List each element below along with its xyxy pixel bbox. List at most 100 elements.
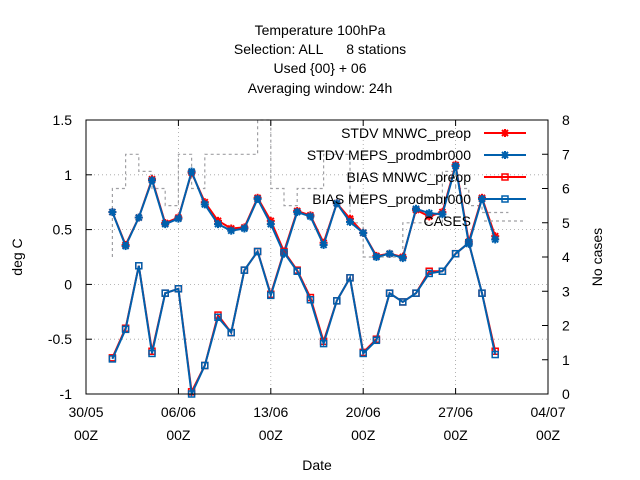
title-line-4: Averaging window: 24h: [248, 80, 393, 96]
data-point: [465, 239, 473, 247]
data-point: [214, 313, 222, 322]
chart-title: Temperature 100hPa Selection: ALL 8 stat…: [234, 22, 406, 96]
data-point: [227, 226, 236, 235]
data-point: [398, 254, 407, 263]
grid: [86, 120, 548, 394]
data-point: [108, 208, 117, 217]
data-point: [491, 235, 500, 244]
series-lines: [108, 119, 509, 398]
y-tick-label: 1: [64, 167, 72, 183]
series-cases: [111, 119, 509, 258]
y2-tick-label: 7: [562, 146, 570, 162]
data-point: [200, 200, 209, 209]
data-point: [148, 176, 156, 185]
data-point: [280, 248, 288, 257]
data-point: [359, 349, 367, 358]
data-point: [438, 267, 447, 275]
legend-marker: [501, 151, 509, 159]
title-line-1: Temperature 100hPa: [255, 22, 386, 38]
data-point: [425, 209, 434, 218]
y2-tick-label: 6: [562, 181, 570, 197]
x-tick-label: 20/06: [346, 404, 381, 420]
x-tick-label: 27/06: [438, 404, 473, 420]
data-point: [240, 266, 249, 274]
data-point: [134, 213, 143, 222]
legend-label: BIAS MEPS_prodmbr000: [312, 191, 471, 207]
data-point: [174, 214, 183, 223]
legend-marker: [501, 173, 509, 181]
data-point: [121, 242, 130, 251]
x-tick-label: 30/05: [68, 404, 103, 420]
data-point: [332, 199, 341, 208]
x-tick-label: 13/06: [253, 404, 288, 420]
data-point: [161, 220, 170, 229]
data-point: [306, 212, 315, 221]
legend-label: BIAS MNWC_preop: [347, 169, 472, 185]
series-line: [111, 241, 497, 398]
data-point: [333, 297, 341, 305]
data-point: [451, 162, 460, 171]
x-tick-label: 06/06: [161, 404, 196, 420]
data-point: [293, 267, 301, 275]
data-point: [385, 289, 394, 297]
legend-label: STDV MNWC_preop: [341, 125, 471, 141]
y2-tick-label: 3: [562, 283, 570, 299]
data-point: [359, 228, 368, 237]
data-point: [266, 220, 275, 229]
data-point: [412, 204, 420, 213]
data-point: [372, 253, 381, 261]
x-tick-label: 00Z: [536, 427, 561, 443]
y2-tick-label: 5: [562, 215, 570, 231]
data-point: [478, 194, 486, 203]
y-tick-label: -1: [60, 386, 73, 402]
x-tick-label: 04/07: [530, 404, 565, 420]
data-point: [148, 349, 156, 358]
series-bias-meps-prodmbr000: [108, 239, 499, 398]
data-point: [306, 295, 315, 304]
legend-marker: [501, 195, 509, 203]
data-point: [240, 224, 249, 233]
y-tick-label: -0.5: [48, 331, 72, 347]
legend-label: CASES: [424, 213, 471, 229]
x-tick-label: 00Z: [166, 427, 191, 443]
axis-ticks: -1 -0.5 0 0.5 1 1.5 0 1 2 3 4 5 6 7 8 30/05 00Z 06/06 00Z 1…: [48, 112, 570, 443]
data-point: [372, 336, 381, 345]
legend-label: STDV MEPS_prodmbr000: [307, 147, 471, 163]
y2-tick-label: 2: [562, 318, 570, 334]
data-point: [399, 298, 407, 306]
data-point: [253, 194, 262, 203]
data-point: [491, 350, 499, 359]
y-tick-label: 0: [64, 276, 72, 292]
x-axis-label: Date: [302, 457, 332, 473]
data-point: [174, 285, 183, 293]
x-tick-label: 00Z: [351, 427, 376, 443]
y2-tick-label: 1: [562, 352, 570, 368]
data-point: [319, 240, 328, 249]
data-point: [135, 262, 143, 270]
data-point: [346, 274, 354, 282]
y-tick-label: 1.5: [53, 112, 73, 128]
data-point: [293, 208, 302, 217]
data-point: [108, 355, 117, 363]
data-point: [161, 289, 169, 297]
data-point: [227, 328, 235, 337]
title-line-2: Selection: ALL 8 stations: [234, 41, 406, 57]
legend-marker: [501, 129, 509, 137]
y2-tick-label: 8: [562, 112, 570, 128]
data-point: [385, 249, 394, 258]
x-tick-label: 00Z: [259, 427, 284, 443]
y2-axis-label: No cases: [589, 228, 605, 286]
data-point: [267, 291, 275, 300]
title-line-3: Used {00} + 06: [273, 60, 366, 76]
data-point: [121, 325, 130, 334]
x-tick-label: 00Z: [444, 427, 469, 443]
x-tick-label: 00Z: [74, 427, 99, 443]
series-stdv-meps-prodmbr000: [108, 162, 500, 263]
data-point: [451, 249, 460, 258]
data-point: [438, 210, 447, 219]
data-point: [201, 361, 209, 370]
data-point: [412, 289, 420, 297]
legend: STDV MNWC_preop STDV MEPS_prodmbr000 BIAS …: [307, 125, 526, 229]
